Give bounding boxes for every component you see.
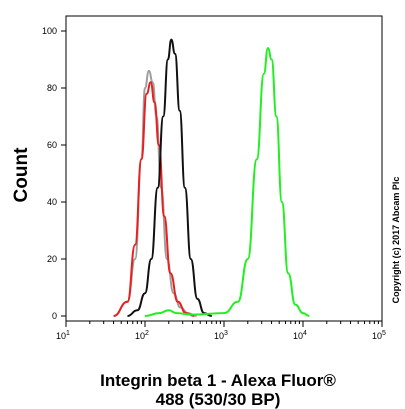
plot-frame [65, 15, 383, 322]
x-tick-label: 104 [293, 330, 307, 341]
x-tick-label: 105 [372, 330, 386, 341]
series-line-1 [113, 69, 197, 317]
series-line-4 [144, 47, 310, 317]
series-line-3 [127, 38, 212, 317]
series-layer [113, 38, 310, 317]
y-tick-label: 40 [47, 197, 57, 207]
series-line-2 [113, 81, 195, 317]
x-axis-title-line-2: 488 (530/30 BP) [156, 390, 281, 409]
y-tick-label: 100 [42, 26, 57, 36]
x-axis-ticks: 101 102 103 104 105 [56, 321, 386, 341]
x-tick-label: 102 [135, 330, 149, 341]
y-axis-title: Count [11, 147, 32, 203]
y-tick-label: 20 [47, 254, 57, 264]
y-tick-label: 80 [47, 83, 57, 93]
y-axis-ticks: 0 20 40 60 80 100 [42, 26, 66, 321]
y-tick-label: 0 [52, 311, 57, 321]
x-tick-label: 103 [214, 330, 228, 341]
x-tick-label: 101 [56, 330, 70, 341]
copyright-notice: Copyright (c) 2017 Abcam Plc [391, 177, 401, 304]
y-tick-label: 60 [47, 140, 57, 150]
x-axis-title-line-1: Integrin beta 1 - Alexa Fluor® [100, 371, 336, 390]
